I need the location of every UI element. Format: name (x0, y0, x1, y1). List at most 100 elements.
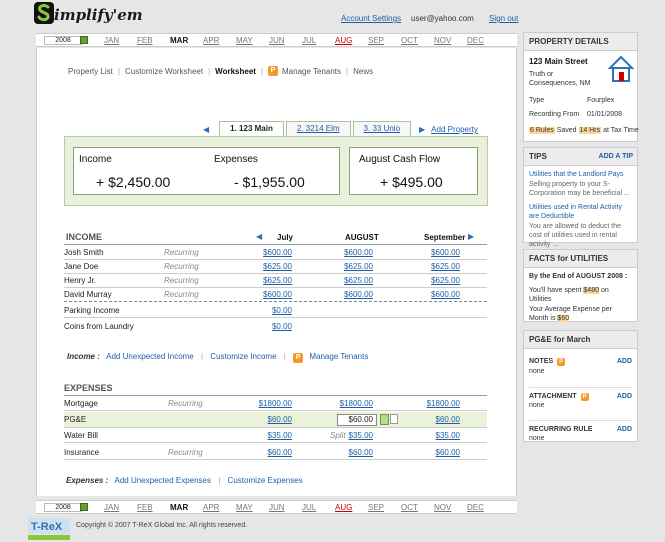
tabs-prev-arrow-icon[interactable]: ◀ (203, 125, 210, 134)
month-aug[interactable]: AUG (335, 503, 353, 512)
add-tip-link[interactable]: ADD A TIP (598, 153, 633, 160)
month-aug[interactable]: AUG (335, 36, 353, 45)
cell-july[interactable]: $625.00 (263, 262, 292, 271)
cell-july[interactable]: $60.00 (267, 415, 292, 424)
cell-september[interactable]: $625.00 (431, 276, 460, 285)
cell-july[interactable]: $0.00 (271, 322, 292, 331)
facts-line-3: Your Average Expense per Month is $60 (529, 306, 612, 322)
cell-september[interactable]: $600.00 (431, 290, 460, 299)
sub-navigation: Property List | Customize Worksheet | Work… (68, 66, 374, 76)
cell-august[interactable]: $600.00 (344, 290, 373, 299)
calendar-icon[interactable] (80, 36, 88, 44)
customize-expenses-link[interactable]: Customize Expenses (227, 476, 303, 485)
month-apr[interactable]: APR (203, 36, 220, 45)
calendar-icon[interactable] (80, 503, 88, 511)
nav-manage-tenants[interactable]: Manage Tenants (282, 66, 342, 76)
signout-link[interactable]: Sign out (489, 14, 519, 23)
cell-august[interactable]: $625.00 (344, 262, 373, 271)
nav-property-list[interactable]: Property List (68, 66, 113, 76)
cell-august[interactable]: $60.00 (348, 448, 373, 457)
cell-august[interactable]: $625.00 (344, 276, 373, 285)
month-jun[interactable]: JUN (269, 503, 285, 512)
month-sep[interactable]: SEP (368, 503, 385, 512)
app-logo[interactable]: implify'em (34, 2, 143, 26)
month-nov[interactable]: NOV (434, 36, 452, 45)
expense-row: Insurance Recurring $60.00 $60.00 $60.00 (64, 446, 487, 460)
cell-july[interactable]: $625.00 (263, 276, 292, 285)
month-apr[interactable]: APR (203, 503, 220, 512)
cell-september[interactable]: $600.00 (431, 248, 460, 257)
prev-month-arrow-icon[interactable]: ◀ (256, 232, 263, 241)
attachment-p-icon: P (580, 393, 589, 401)
cell-september[interactable]: $1800.00 (426, 399, 460, 408)
month-oct[interactable]: OCT (401, 36, 418, 45)
facts-line-2: You'll have spent $480 on Utilities (529, 287, 609, 303)
save-edit-icon[interactable] (380, 414, 389, 425)
month-feb[interactable]: FEB (137, 503, 153, 512)
income-row: Josh Smith Recurring $600.00 $600.00 $60… (64, 246, 487, 260)
account-settings-link[interactable]: Account Settings (341, 14, 402, 23)
tip-1-text: Selling property to your S-Corporation m… (529, 181, 630, 197)
attachment-add-link[interactable]: ADD (616, 393, 632, 400)
cell-july[interactable]: $0.00 (271, 306, 292, 315)
house-icon (607, 55, 635, 83)
rules-badge[interactable]: 6 Rules (529, 127, 555, 134)
add-unexpected-expenses-link[interactable]: Add Unexpected Expenses (114, 476, 211, 485)
year-select[interactable]: 2008 (44, 36, 82, 45)
customize-income-link[interactable]: Customize Income (210, 352, 277, 361)
next-month-arrow-icon[interactable]: ▶ (468, 232, 475, 241)
tab-property-1[interactable]: 1. 123 Main (219, 121, 284, 136)
cell-september[interactable]: $60.00 (435, 448, 460, 457)
expenses-actions-label: Expenses : (66, 476, 109, 485)
expense-row: Water Bill Split $35.00 $35.00 $35.00 (64, 429, 487, 443)
month-oct[interactable]: OCT (401, 503, 418, 512)
cell-july[interactable]: $60.00 (267, 448, 292, 457)
nav-worksheet[interactable]: Worksheet (215, 66, 256, 76)
month-jun[interactable]: JUN (269, 36, 285, 45)
add-property-link[interactable]: Add Property (431, 125, 478, 134)
cell-august[interactable]: $1800.00 (339, 399, 373, 408)
cell-september[interactable]: $60.00 (435, 415, 460, 424)
add-unexpected-income-link[interactable]: Add Unexpected Income (106, 352, 194, 361)
month-may[interactable]: MAY (236, 503, 253, 512)
month-may[interactable]: MAY (236, 36, 253, 45)
copyright: Copyright © 2007 T-ReX Global Inc. All r… (76, 522, 248, 529)
cell-august[interactable]: $35.00 (348, 431, 373, 440)
tip-2-title[interactable]: Utilities used in Rental Activity are De… (529, 204, 622, 220)
month-mar[interactable]: MAR (170, 36, 189, 45)
note-edit-icon[interactable] (390, 414, 398, 424)
month-mar[interactable]: MAR (170, 503, 189, 512)
recurring-add-link[interactable]: ADD (616, 426, 632, 433)
tab-property-2[interactable]: 2. 3214 Elm (285, 121, 351, 136)
cell-august[interactable]: $600.00 (344, 248, 373, 257)
nav-customize-worksheet[interactable]: Customize Worksheet (124, 66, 204, 76)
cell-july[interactable]: $600.00 (263, 248, 292, 257)
month-dec[interactable]: DEC (467, 36, 484, 45)
tax-text: at Tax Time (603, 127, 639, 134)
cell-september[interactable]: $625.00 (431, 262, 460, 271)
tip-1-title[interactable]: Utilities that the Landlord Pays (529, 171, 624, 178)
month-jul[interactable]: JUL (302, 36, 317, 45)
month-feb[interactable]: FEB (137, 36, 153, 45)
nav-news[interactable]: News (353, 66, 374, 76)
cell-july[interactable]: $35.00 (267, 431, 292, 440)
notes-add-link[interactable]: ADD (616, 358, 632, 365)
month-jul[interactable]: JUL (302, 503, 317, 512)
cell-september[interactable]: $35.00 (435, 431, 460, 440)
month-nov[interactable]: NOV (434, 503, 452, 512)
month-bar-bottom: 2008 JAN FEB MAR APR MAY JUN JUL AUG SEP… (36, 500, 517, 514)
year-select[interactable]: 2008 (44, 503, 82, 512)
cell-july[interactable]: $600.00 (263, 290, 292, 299)
manage-tenants-link[interactable]: Manage Tenants (309, 352, 369, 361)
august-amount-input[interactable]: $60.00 (337, 414, 377, 426)
tips-title: TIPS ADD A TIP (524, 148, 637, 166)
month-jan[interactable]: JAN (104, 36, 120, 45)
tab-property-3[interactable]: 3. 33 Unio (352, 121, 412, 136)
month-jan[interactable]: JAN (104, 503, 120, 512)
month-sep[interactable]: SEP (368, 36, 385, 45)
row-label: Henry Jr. (64, 276, 97, 285)
month-dec[interactable]: DEC (467, 503, 484, 512)
cashflow-label: August Cash Flow (359, 154, 441, 165)
tabs-next-arrow-icon[interactable]: ▶ (419, 125, 426, 134)
cell-july[interactable]: $1800.00 (258, 399, 292, 408)
